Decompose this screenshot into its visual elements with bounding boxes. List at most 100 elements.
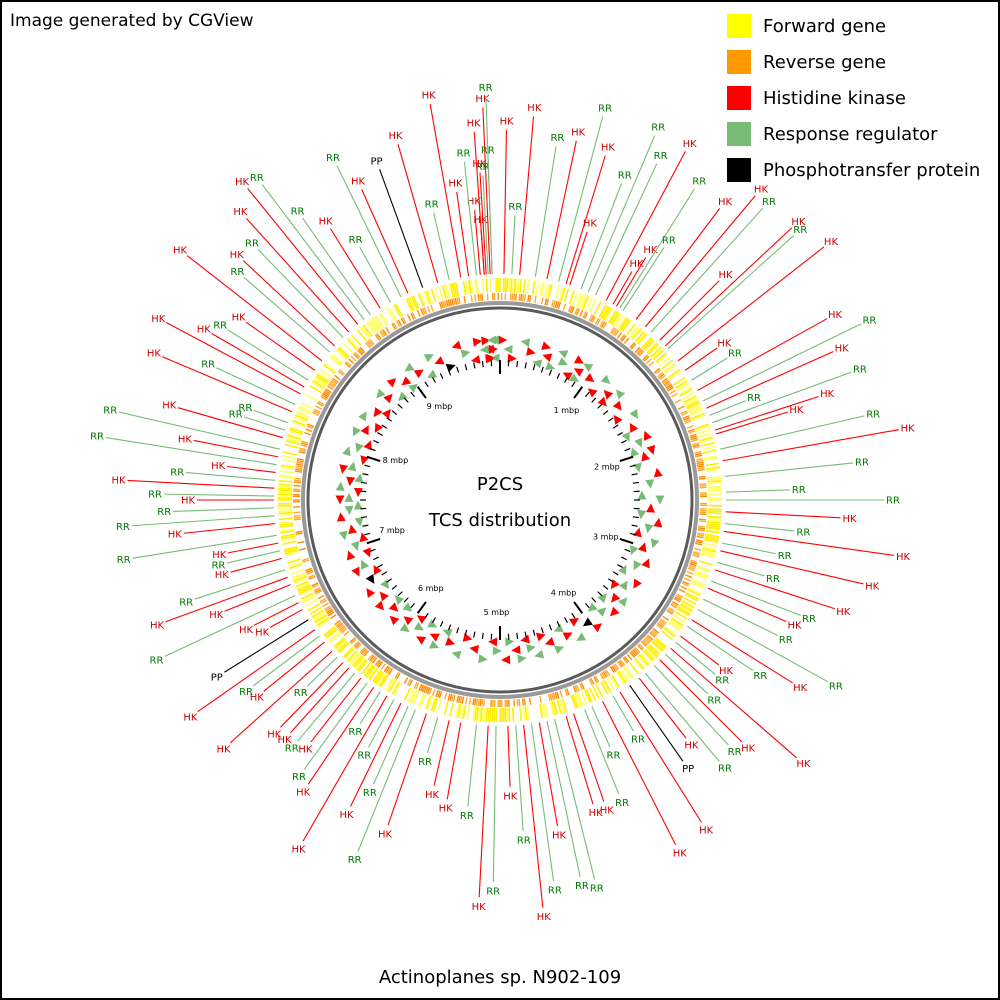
forward-gene-mark [575, 293, 583, 307]
forward-gene-mark [667, 368, 681, 379]
tcs-marker [379, 591, 389, 602]
minor-tick [364, 464, 371, 468]
forward-gene-mark [279, 470, 294, 474]
forward-gene-mark [391, 681, 400, 695]
reverse-gene-mark [663, 380, 670, 386]
forward-gene-ring [278, 278, 722, 722]
forward-gene-mark [405, 298, 413, 312]
feature-callout-line [712, 371, 852, 424]
feature-callout-line [687, 625, 754, 672]
minor-tick [602, 584, 609, 590]
tcs-marker [505, 637, 515, 647]
tcs-marker [610, 579, 620, 590]
forward-gene-mark [580, 295, 588, 309]
feature-label-rr: RR [575, 881, 589, 892]
forward-gene-mark [395, 303, 404, 317]
feature-callout-line [269, 609, 303, 628]
major-tick [619, 455, 634, 463]
feature-label-hk: HK [741, 744, 756, 755]
tick-label: 7 mbp [379, 526, 405, 535]
reverse-gene-mark [603, 670, 609, 677]
reverse-gene-mark [360, 648, 367, 655]
forward-gene-mark [313, 612, 326, 622]
feature-label-rr: RR [829, 682, 843, 693]
major-tick [416, 386, 427, 399]
forward-gene-mark [702, 449, 717, 454]
reverse-gene-mark [686, 425, 694, 429]
forward-gene-mark [311, 609, 325, 619]
reverse-gene-mark [355, 643, 362, 650]
forward-gene-mark [560, 287, 566, 302]
forward-gene-mark [577, 692, 584, 707]
reverse-gene-mark [699, 483, 707, 486]
reverse-gene-mark [634, 646, 641, 654]
feature-callout-line [197, 629, 316, 713]
reverse-gene-mark [403, 677, 409, 684]
forward-gene-mark [704, 538, 719, 544]
feature-callout-line [644, 672, 720, 762]
forward-gene-mark [300, 592, 315, 600]
forward-gene-mark [677, 606, 691, 616]
forward-gene-mark [278, 508, 293, 511]
tcs-marker [429, 633, 440, 642]
feature-callout-line [473, 131, 485, 275]
forward-gene-mark [593, 301, 602, 316]
feature-label-rr: RR [654, 151, 668, 162]
reverse-gene-mark [549, 693, 553, 701]
forward-gene-mark [598, 304, 607, 318]
forward-gene-mark [703, 542, 718, 547]
forward-gene-mark [695, 570, 709, 577]
feature-label-hk: HK [250, 692, 265, 703]
feature-callout-line [177, 407, 283, 439]
reverse-gene-mark [683, 418, 691, 423]
reverse-gene-mark [415, 682, 420, 690]
feature-label-hk: HK [472, 159, 487, 170]
forward-gene-mark [691, 412, 705, 420]
forward-gene-mark [705, 529, 720, 534]
feature-label-rr: RR [853, 365, 867, 376]
reverse-gene-mark [374, 659, 381, 666]
forward-gene-mark [707, 515, 722, 519]
reverse-gene-mark [461, 696, 465, 704]
reverse-gene-mark [556, 691, 560, 699]
reverse-gene-mark [580, 682, 585, 690]
minor-tick [464, 364, 468, 371]
minor-tick [571, 381, 576, 388]
forward-gene-mark [558, 699, 564, 714]
feature-callout-line [478, 725, 489, 898]
feature-callout-line [677, 246, 825, 362]
feature-callout-line [243, 416, 286, 431]
forward-gene-mark [517, 278, 521, 293]
legend-item-histidine-kinase: Histidine kinase [727, 80, 980, 116]
reverse-gene-mark [688, 566, 696, 570]
feature-label-hk: HK [217, 744, 232, 755]
tcs-marker [573, 368, 584, 377]
forward-gene-mark [334, 638, 346, 650]
forward-gene-mark [673, 614, 686, 624]
forward-gene-mark [633, 658, 644, 671]
feature-label-hk: HK [673, 848, 688, 859]
feature-label-hk: HK [340, 810, 355, 821]
minor-tick [571, 612, 576, 619]
feature-callout-line [485, 96, 493, 275]
forward-gene-mark [358, 659, 369, 672]
reverse-gene-mark [557, 301, 562, 309]
forward-gene-mark [669, 618, 683, 628]
feature-label-hk: HK [183, 712, 198, 723]
tcs-marker [351, 566, 360, 577]
tcs-marker [597, 396, 607, 407]
forward-gene-mark [349, 652, 361, 665]
forward-gene-mark [282, 454, 297, 460]
feature-callout-line [247, 188, 359, 325]
reverse-gene-mark [544, 298, 548, 306]
forward-gene-mark [688, 405, 702, 413]
minor-tick [373, 439, 380, 444]
reverse-gene-mark [379, 331, 385, 338]
reverse-gene-mark [669, 389, 676, 395]
minor-tick [608, 417, 614, 422]
forward-gene-mark [646, 342, 658, 354]
reverse-gene-mark [348, 358, 355, 365]
reverse-gene-mark [326, 385, 334, 391]
reverse-gene-mark [345, 360, 352, 367]
tcs-marker [592, 623, 603, 633]
